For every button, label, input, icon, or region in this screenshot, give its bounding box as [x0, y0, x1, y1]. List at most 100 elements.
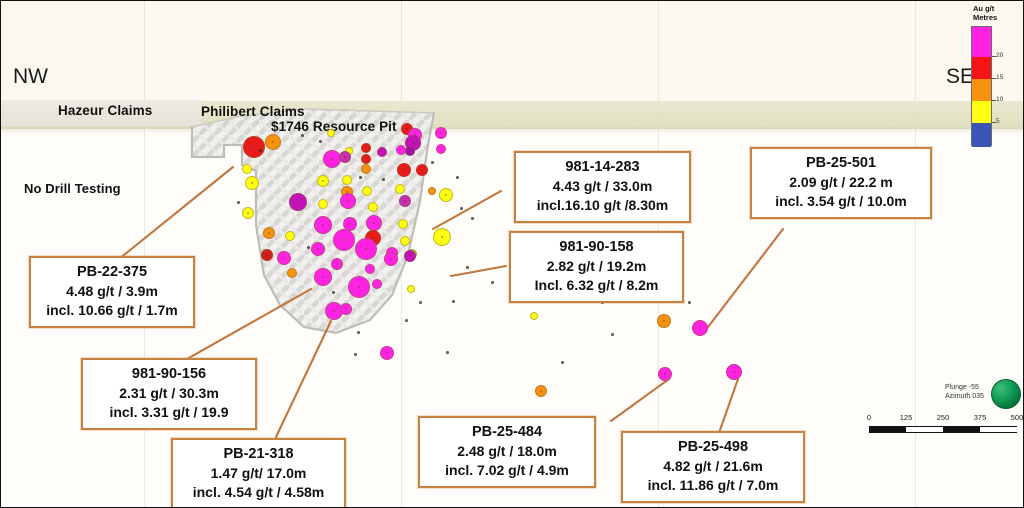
legend-color-bar: [971, 26, 992, 148]
callout-pb-25-501[interactable]: PB-25-501 2.09 g/t / 22.2 m incl. 3.54 g…: [750, 147, 932, 220]
drill-intercept-dot: [327, 129, 335, 137]
callout-981-90-156[interactable]: 981-90-156 2.31 g/t / 30.3m incl. 3.31 g…: [81, 358, 257, 431]
background-speck: [561, 361, 564, 364]
drill-intercept-dot: [242, 164, 252, 174]
drill-intercept-dot: [436, 144, 446, 154]
callout-line-incl: incl. 3.54 g/t / 10.0m: [775, 192, 907, 209]
callout-line-interval: 2.48 g/t / 18.0m: [457, 443, 557, 460]
drill-intercept-dot: [317, 175, 329, 187]
label-no-drill-testing: No Drill Testing: [24, 181, 121, 196]
legend-tickmark: [992, 122, 996, 124]
callout-title: 981-90-156: [131, 366, 207, 382]
drill-intercept-center: [346, 199, 350, 203]
drill-intercept-dot: [263, 227, 275, 239]
drill-intercept-center: [389, 257, 393, 261]
legend-color-segment-red: [972, 57, 991, 80]
drill-intercept-center: [250, 181, 254, 185]
background-speck: [237, 201, 240, 204]
drill-intercept-dot: [692, 320, 708, 336]
callout-title: PB-22-375: [76, 264, 148, 280]
background-speck: [471, 217, 474, 220]
callout-line-interval: 2.09 g/t / 22.2 m: [789, 174, 893, 191]
legend-color-segment-blue: [972, 123, 991, 148]
scale-label: 0: [866, 413, 872, 422]
scale-label: 375: [973, 413, 987, 422]
legend-tick-label: 15: [996, 74, 1004, 82]
background-speck: [491, 281, 494, 284]
callout-981-14-283[interactable]: 981-14-283 4.43 g/t / 33.0m incl.16.10 g…: [514, 151, 691, 224]
drill-intercept-dot: [311, 242, 325, 256]
callout-line-interval: 4.43 g/t / 33.0m: [552, 178, 653, 195]
drill-intercept-center: [444, 193, 448, 197]
callout-981-90-158[interactable]: 981-90-158 2.82 g/t / 19.2m Incl. 6.32 g…: [509, 231, 684, 304]
drill-intercept-center: [252, 145, 256, 149]
drill-intercept-dot: [361, 164, 371, 174]
legend-title: Au g/t Metres: [973, 4, 1017, 22]
drill-intercept-center: [330, 157, 334, 161]
callout-pb-21-318[interactable]: PB-21-318 1.47 g/t/ 17.0m incl. 4.54 g/t…: [171, 438, 346, 507]
scale-label: 250: [936, 413, 950, 422]
drill-intercept-center: [321, 179, 325, 183]
legend-colorbar: Au g/t Metres 20 15 10 5: [959, 4, 1017, 148]
drill-intercept-dot: [348, 276, 370, 298]
drill-intercept-center: [357, 285, 361, 289]
background-speck: [259, 149, 262, 152]
background-speck: [405, 319, 408, 322]
label-hazeur-claims: Hazeur Claims: [58, 103, 153, 118]
drill-intercept-center: [402, 168, 406, 172]
label-philibert-claims: Philibert Claims: [201, 104, 305, 119]
orientation-note: Plunge -55 Azimuth 035: [945, 383, 984, 401]
legend-tick-label: 20: [996, 52, 1004, 60]
direction-label-se: SE: [946, 65, 975, 88]
drill-intercept-center: [345, 190, 349, 194]
callout-line-incl: incl. 11.86 g/t / 7.0m: [647, 476, 779, 493]
drill-intercept-dot: [340, 303, 352, 315]
drill-intercept-center: [372, 221, 376, 225]
callout-title: PB-25-501: [805, 155, 877, 171]
drill-intercept-dot: [396, 145, 406, 155]
drill-intercept-dot: [395, 184, 405, 194]
drill-intercept-dot: [361, 154, 371, 164]
drill-intercept-dot: [726, 364, 742, 380]
drill-intercept-center: [321, 275, 325, 279]
label-resource-pit: $1746 Resource Pit: [271, 119, 397, 134]
drill-intercept-center: [348, 222, 352, 226]
drill-intercept-dot: [384, 252, 398, 266]
callout-line-interval: 2.31 g/t / 30.3m: [119, 385, 219, 402]
direction-label-nw: NW: [13, 65, 48, 88]
legend-tickmark: [992, 100, 996, 102]
drill-intercept-dot: [285, 231, 295, 241]
drill-intercept-center: [408, 254, 412, 258]
callout-title: 981-14-283: [565, 159, 640, 175]
drill-intercept-center: [698, 326, 702, 330]
drill-intercept-dot: [333, 229, 355, 251]
background-speck: [354, 353, 357, 356]
legend-color-segment-yellow: [972, 101, 991, 124]
drill-intercept-dot: [289, 193, 307, 211]
drill-intercept-dot: [377, 147, 387, 157]
drill-intercept-dot: [277, 251, 291, 265]
callout-pb-22-375[interactable]: PB-22-375 4.48 g/t / 3.9m incl. 10.66 g/…: [29, 256, 195, 329]
drill-intercept-center: [405, 127, 409, 131]
drill-intercept-center: [539, 389, 543, 393]
drill-intercept-center: [662, 319, 666, 323]
background-speck: [319, 140, 322, 143]
background-speck: [688, 301, 691, 304]
drill-intercept-dot: [265, 134, 281, 150]
drill-intercept-center: [411, 141, 415, 145]
scale-segment: [869, 426, 906, 433]
background-speck: [431, 161, 434, 164]
callout-pb-25-498[interactable]: PB-25-498 4.82 g/t / 21.6m incl. 11.86 g…: [621, 431, 805, 504]
drill-intercept-center: [316, 247, 320, 251]
legend-tick-label: 5: [996, 118, 1000, 126]
legend-tick-labels: 20 15 10 5: [992, 26, 1016, 146]
grid-line: [915, 1, 916, 507]
scale-label: 125: [899, 413, 913, 422]
background-speck: [357, 331, 360, 334]
callout-line-interval: 4.82 g/t / 21.6m: [663, 458, 763, 475]
scale-segment: [980, 426, 1017, 433]
callout-pb-25-484[interactable]: PB-25-484 2.48 g/t / 18.0m incl. 7.02 g/…: [418, 416, 596, 489]
background-speck: [460, 207, 463, 210]
callout-line-interval: 1.47 g/t/ 17.0m: [210, 465, 307, 482]
